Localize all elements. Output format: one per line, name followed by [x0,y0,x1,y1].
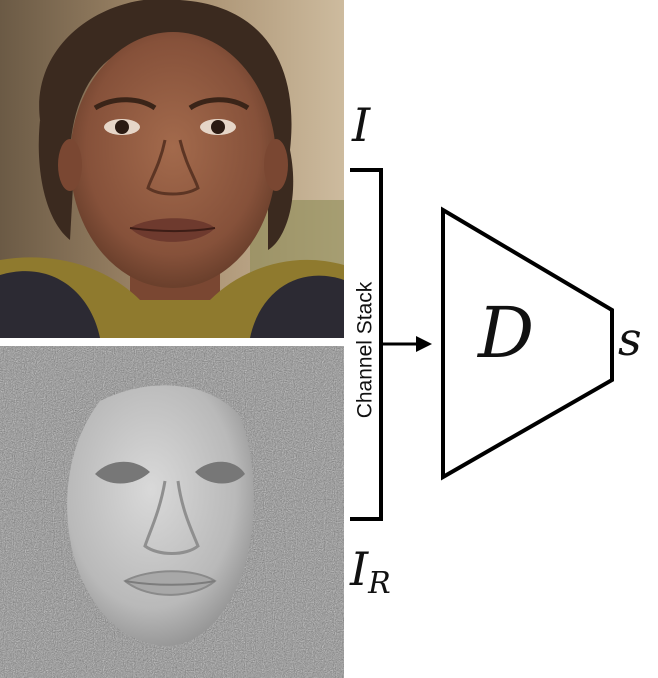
rendered-image-subscript: R [368,566,391,601]
input-image-label: I [352,98,371,152]
rendered-image-label: IR [350,542,391,601]
face-3d-render-icon [0,346,344,678]
score-label: s [618,312,642,366]
discriminator-label: D [478,292,535,374]
discriminator-trapezoid [441,206,614,481]
face-3d-render [0,346,344,678]
stack-arrow-head [416,336,432,352]
face-photo [0,0,344,338]
channel-stack-label: Channel Stack [353,281,376,419]
face-photo-icon [0,0,344,338]
